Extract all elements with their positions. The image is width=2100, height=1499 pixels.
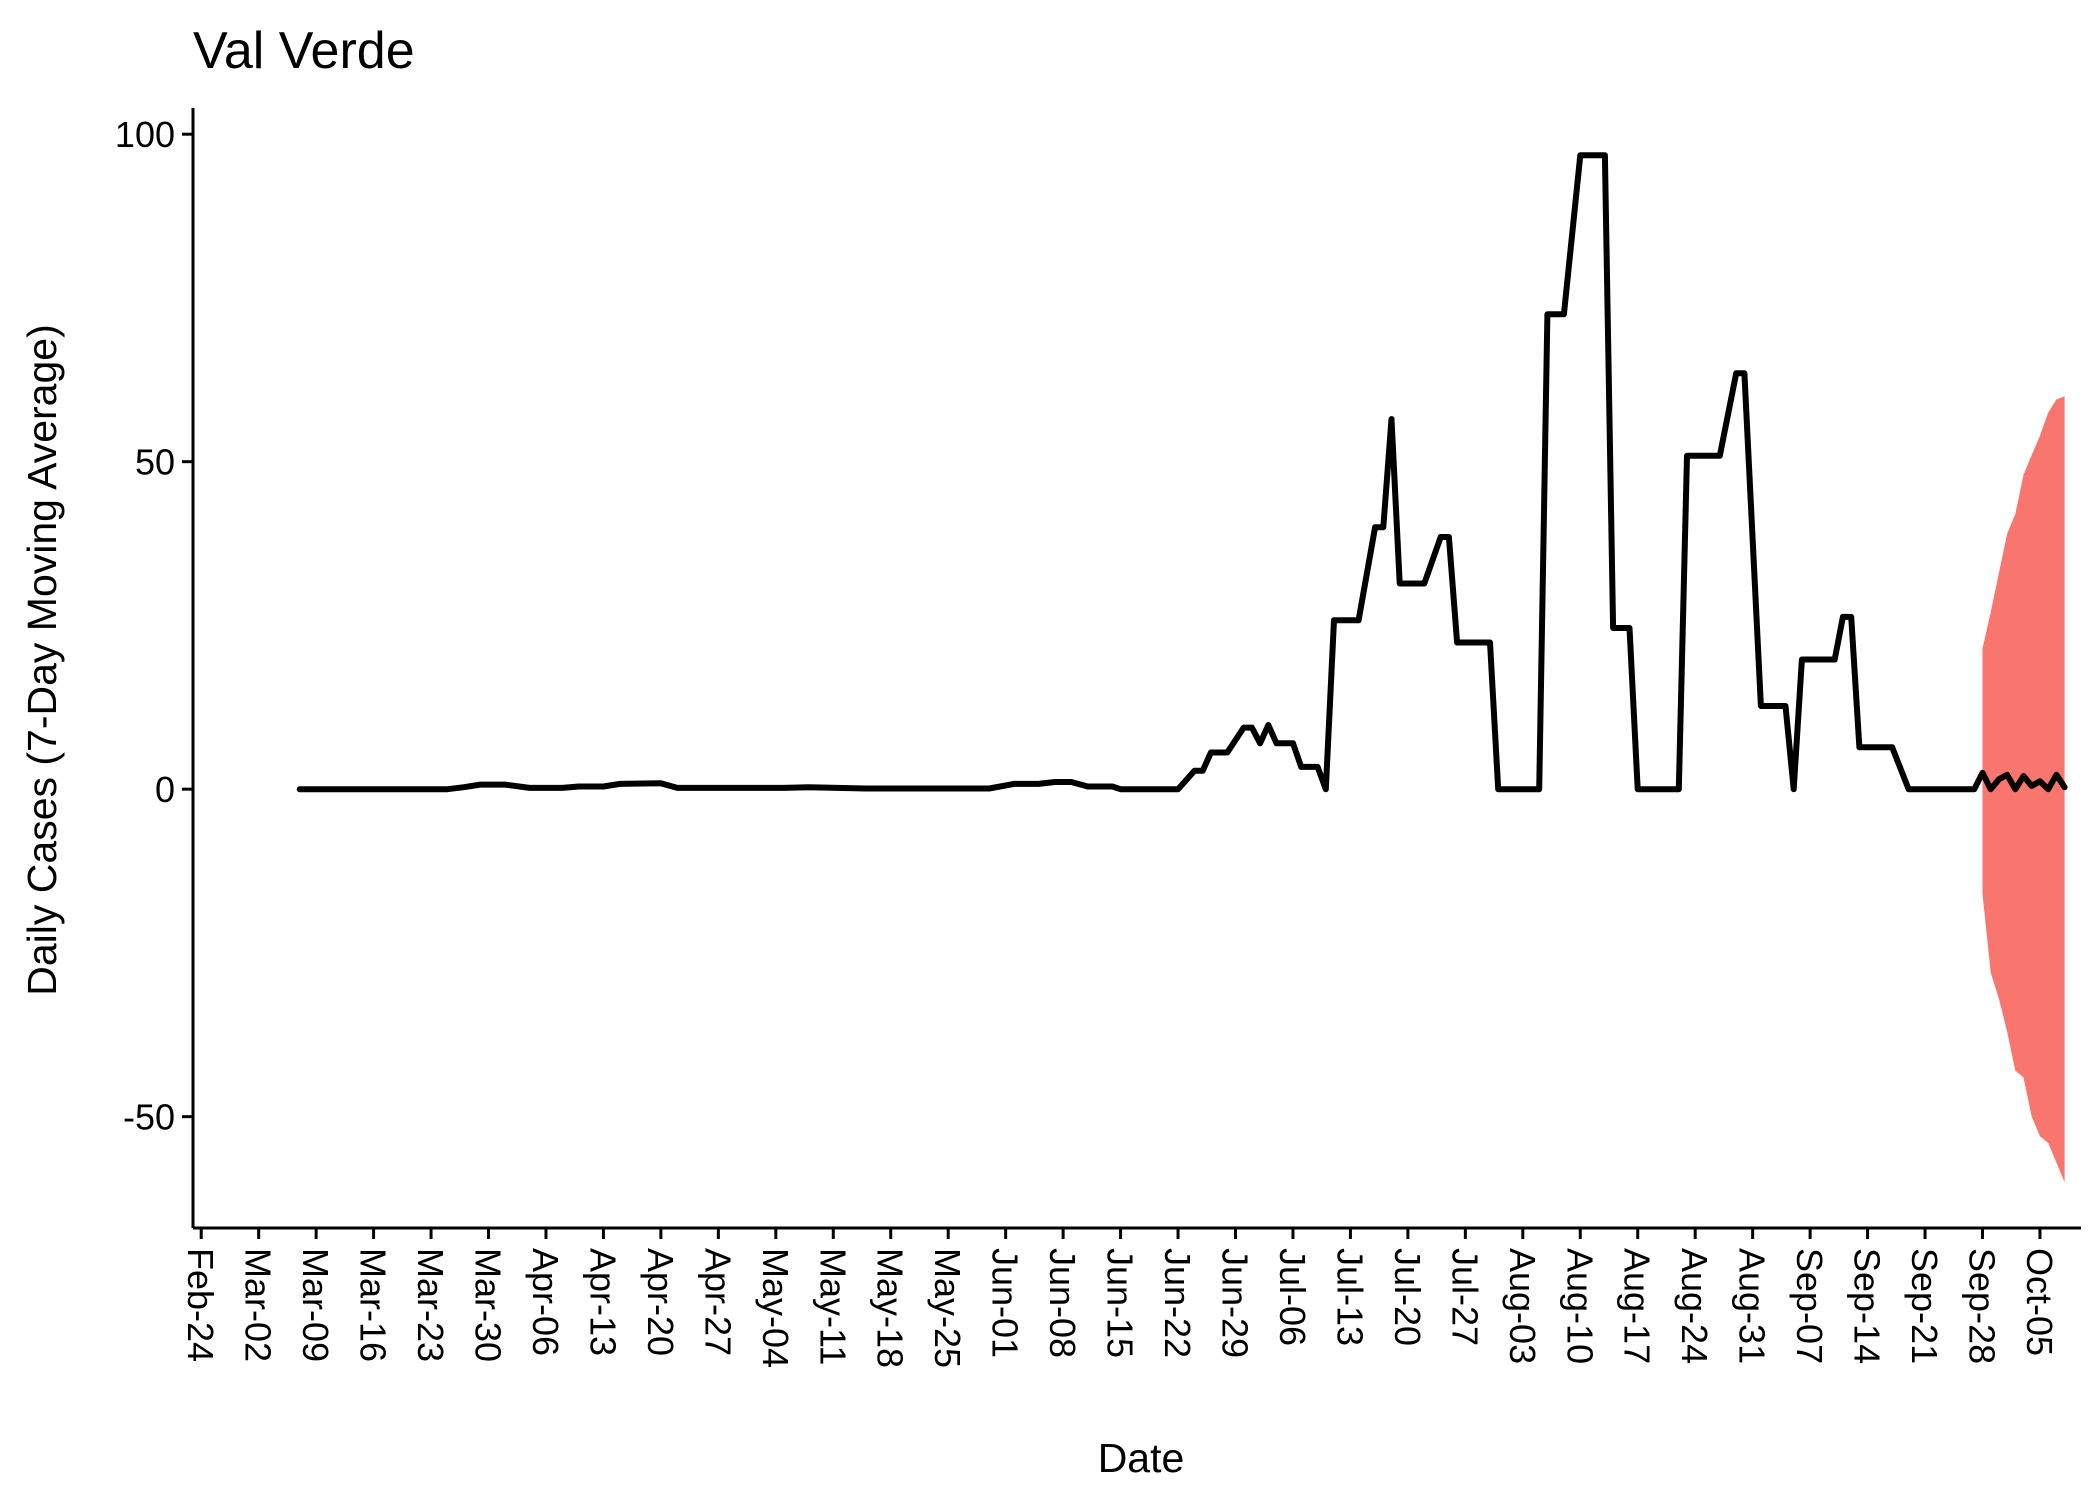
x-tick-label: Aug-24 bbox=[1674, 1248, 1715, 1364]
x-tick-label: Jun-29 bbox=[1215, 1248, 1256, 1358]
x-tick-label: Aug-31 bbox=[1732, 1248, 1773, 1364]
chart-title: Val Verde bbox=[193, 22, 415, 80]
y-tick-label: 0 bbox=[155, 769, 175, 810]
x-tick-label: Mar-16 bbox=[353, 1248, 394, 1362]
x-tick-label: Aug-03 bbox=[1502, 1248, 1543, 1364]
x-tick-label: Feb-24 bbox=[180, 1248, 221, 1362]
x-tick-label: Sep-14 bbox=[1847, 1248, 1888, 1364]
x-tick-label: May-18 bbox=[870, 1248, 911, 1368]
x-tick-label: Sep-21 bbox=[1904, 1248, 1945, 1364]
x-tick-label: Jun-15 bbox=[1100, 1248, 1141, 1358]
x-tick-label: Jun-22 bbox=[1157, 1248, 1198, 1358]
y-tick-label: 100 bbox=[115, 114, 175, 155]
x-axis: Feb-24 Mar-02 Mar-09 Mar-16 Mar-23 Mar-30 Apr-… bbox=[180, 1226, 2081, 1368]
x-tick-label: Mar-30 bbox=[468, 1248, 509, 1362]
plot-area bbox=[296, 152, 2068, 1183]
y-axis: -50 0 50 100 bbox=[115, 108, 195, 1228]
y-tick-label: 50 bbox=[135, 442, 175, 483]
x-tick-label: Mar-09 bbox=[295, 1248, 336, 1362]
x-tick-label: Jul-27 bbox=[1444, 1248, 1485, 1346]
x-tick-label: Jul-13 bbox=[1329, 1248, 1370, 1346]
forecast-interval-band bbox=[1982, 396, 2065, 1183]
x-tick-label: May-04 bbox=[755, 1248, 796, 1368]
x-tick-label: Jul-20 bbox=[1387, 1248, 1428, 1346]
x-tick-label: Sep-07 bbox=[1789, 1248, 1830, 1364]
x-tick-label: Oct-05 bbox=[2019, 1248, 2060, 1356]
x-axis-title: Date bbox=[1098, 1435, 1185, 1481]
cases-line bbox=[296, 152, 2068, 793]
y-axis-title: Daily Cases (7-Day Moving Average) bbox=[19, 324, 65, 995]
x-tick-label: Aug-17 bbox=[1617, 1248, 1658, 1364]
x-tick-label: May-25 bbox=[927, 1248, 968, 1368]
x-tick-label: Apr-06 bbox=[525, 1248, 566, 1356]
x-tick-label: Jun-01 bbox=[985, 1248, 1026, 1358]
x-tick-label: Apr-20 bbox=[640, 1248, 681, 1356]
x-tick-label: Sep-28 bbox=[1962, 1248, 2003, 1364]
x-tick-label: Apr-13 bbox=[582, 1248, 623, 1356]
x-tick-label: Aug-10 bbox=[1559, 1248, 1600, 1364]
x-tick-label: Mar-23 bbox=[410, 1248, 451, 1362]
x-tick-label: Apr-27 bbox=[697, 1248, 738, 1356]
y-tick-label: -50 bbox=[123, 1097, 175, 1138]
x-tick-label: Jul-06 bbox=[1272, 1248, 1313, 1346]
x-tick-label: Mar-02 bbox=[238, 1248, 279, 1362]
x-tick-label: Jun-08 bbox=[1042, 1248, 1083, 1358]
x-tick-label: May-11 bbox=[812, 1248, 853, 1365]
